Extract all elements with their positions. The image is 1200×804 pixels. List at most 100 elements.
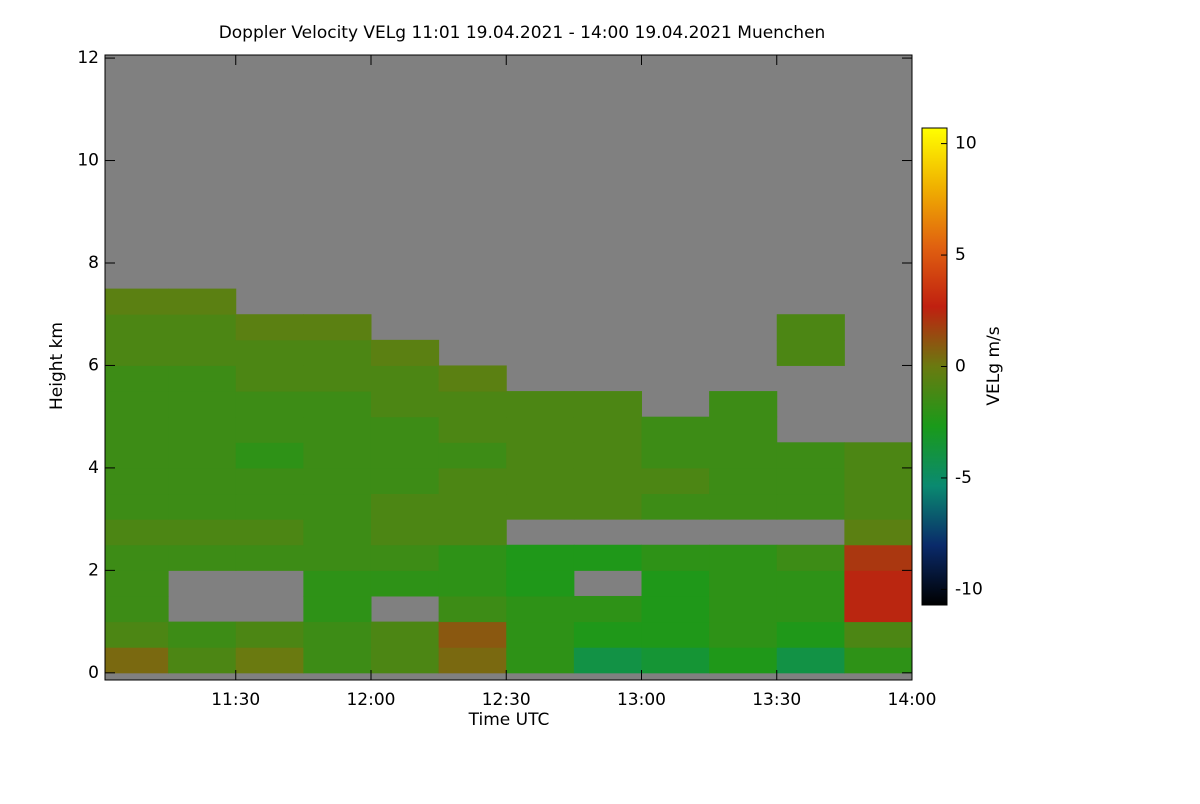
heatmap-cell xyxy=(168,365,237,392)
heatmap-cell xyxy=(506,544,575,571)
heatmap-cell xyxy=(105,391,169,418)
heatmap-cell xyxy=(303,442,372,469)
heatmap-cell xyxy=(709,416,778,443)
heatmap-cell xyxy=(168,467,237,495)
heatmap-cell xyxy=(105,467,169,495)
heatmap-cell xyxy=(573,647,642,674)
heatmap-cell xyxy=(641,416,710,443)
heatmap-cell xyxy=(776,314,845,341)
heatmap-cell xyxy=(438,570,507,597)
heatmap-cell xyxy=(506,493,575,520)
heatmap-cell xyxy=(235,647,304,674)
heatmap-cell xyxy=(370,493,440,520)
heatmap-cell xyxy=(235,339,304,366)
heatmap-cell xyxy=(105,442,169,469)
heatmap-cell xyxy=(105,493,169,520)
y-tick-label: 0 xyxy=(88,663,99,683)
heatmap-cell xyxy=(168,339,237,366)
plot-area xyxy=(105,55,913,680)
heatmap-cell xyxy=(168,314,237,341)
heatmap-cell xyxy=(844,442,913,469)
heatmap-cell xyxy=(370,416,440,443)
heatmap-cell xyxy=(235,416,304,443)
heatmap-cell xyxy=(235,621,304,648)
heatmap-cell xyxy=(573,621,642,648)
heatmap-cell xyxy=(105,647,169,674)
heatmap-cell xyxy=(438,595,507,623)
heatmap-cell xyxy=(709,544,778,571)
heatmap-cell xyxy=(303,519,372,546)
heatmap-cell xyxy=(641,647,710,674)
heatmap-cell xyxy=(506,595,575,623)
y-tick-label: 12 xyxy=(77,48,99,68)
heatmap-cell xyxy=(235,442,304,469)
heatmap-cell xyxy=(235,314,304,341)
x-tick-label: 14:00 xyxy=(888,690,937,710)
heatmap-cell xyxy=(235,467,304,495)
heatmap-cell xyxy=(709,391,778,418)
heatmap-cell xyxy=(303,339,372,366)
heatmap-cell xyxy=(370,621,440,648)
heatmap-cell xyxy=(168,621,237,648)
heatmap-cell xyxy=(844,519,913,546)
heatmap-cell xyxy=(370,442,440,469)
heatmap-cell xyxy=(709,595,778,623)
heatmap-cell xyxy=(844,493,913,520)
heatmap-cell xyxy=(370,339,440,366)
heatmap-cell xyxy=(235,544,304,571)
heatmap-cell xyxy=(168,391,237,418)
heatmap-cell xyxy=(641,544,710,571)
heatmap-cell xyxy=(105,314,169,341)
heatmap-cell xyxy=(303,365,372,392)
heatmap-cell xyxy=(303,391,372,418)
heatmap-cell xyxy=(105,621,169,648)
heatmap-cell xyxy=(168,493,237,520)
heatmap-cell xyxy=(303,493,372,520)
heatmap-cell xyxy=(370,467,440,495)
heatmap-cell xyxy=(303,621,372,648)
heatmap-cell xyxy=(168,416,237,443)
heatmap-cell xyxy=(573,595,642,623)
heatmap-cell xyxy=(844,570,913,597)
heatmap-cell xyxy=(168,442,237,469)
heatmap-cell xyxy=(370,647,440,674)
colorbar-tick-label: 10 xyxy=(955,134,977,154)
heatmap-cell xyxy=(105,595,169,623)
colorbar-tick-label: -10 xyxy=(955,579,983,599)
y-tick-label: 10 xyxy=(77,151,99,171)
heatmap-cell xyxy=(506,442,575,469)
heatmap-cell xyxy=(235,493,304,520)
heatmap-cell xyxy=(438,391,507,418)
heatmap-cell xyxy=(506,621,575,648)
heatmap-cell xyxy=(709,621,778,648)
heatmap-cell xyxy=(641,467,710,495)
heatmap-cell xyxy=(506,647,575,674)
heatmap-cell xyxy=(168,544,237,571)
heatmap-cell xyxy=(641,570,710,597)
heatmap-cell xyxy=(709,467,778,495)
heatmap-cell xyxy=(641,595,710,623)
x-axis-title: Time UTC xyxy=(468,710,550,730)
heatmap-cell xyxy=(776,621,845,648)
heatmap-cell xyxy=(235,365,304,392)
heatmap-cell xyxy=(776,339,845,366)
colorbar-tick-label: 5 xyxy=(955,245,966,265)
heatmap-cell xyxy=(303,314,372,341)
colorbar-title: VELg m/s xyxy=(984,326,1004,405)
x-tick-label: 11:30 xyxy=(211,690,260,710)
heatmap-cell xyxy=(506,570,575,597)
y-axis-title: Height km xyxy=(47,322,67,410)
heatmap-cell xyxy=(709,442,778,469)
heatmap-cell xyxy=(438,416,507,443)
heatmap-cell xyxy=(438,544,507,571)
heatmap-cell xyxy=(105,570,169,597)
y-tick-label: 4 xyxy=(88,458,99,478)
heatmap-cell xyxy=(641,621,710,648)
heatmap-cell xyxy=(776,544,845,571)
heatmap-cell xyxy=(844,595,913,623)
heatmap-cell xyxy=(303,467,372,495)
heatmap-cell xyxy=(303,416,372,443)
heatmap-cell xyxy=(506,467,575,495)
x-tick-label: 12:00 xyxy=(346,690,395,710)
heatmap-cell xyxy=(573,544,642,571)
